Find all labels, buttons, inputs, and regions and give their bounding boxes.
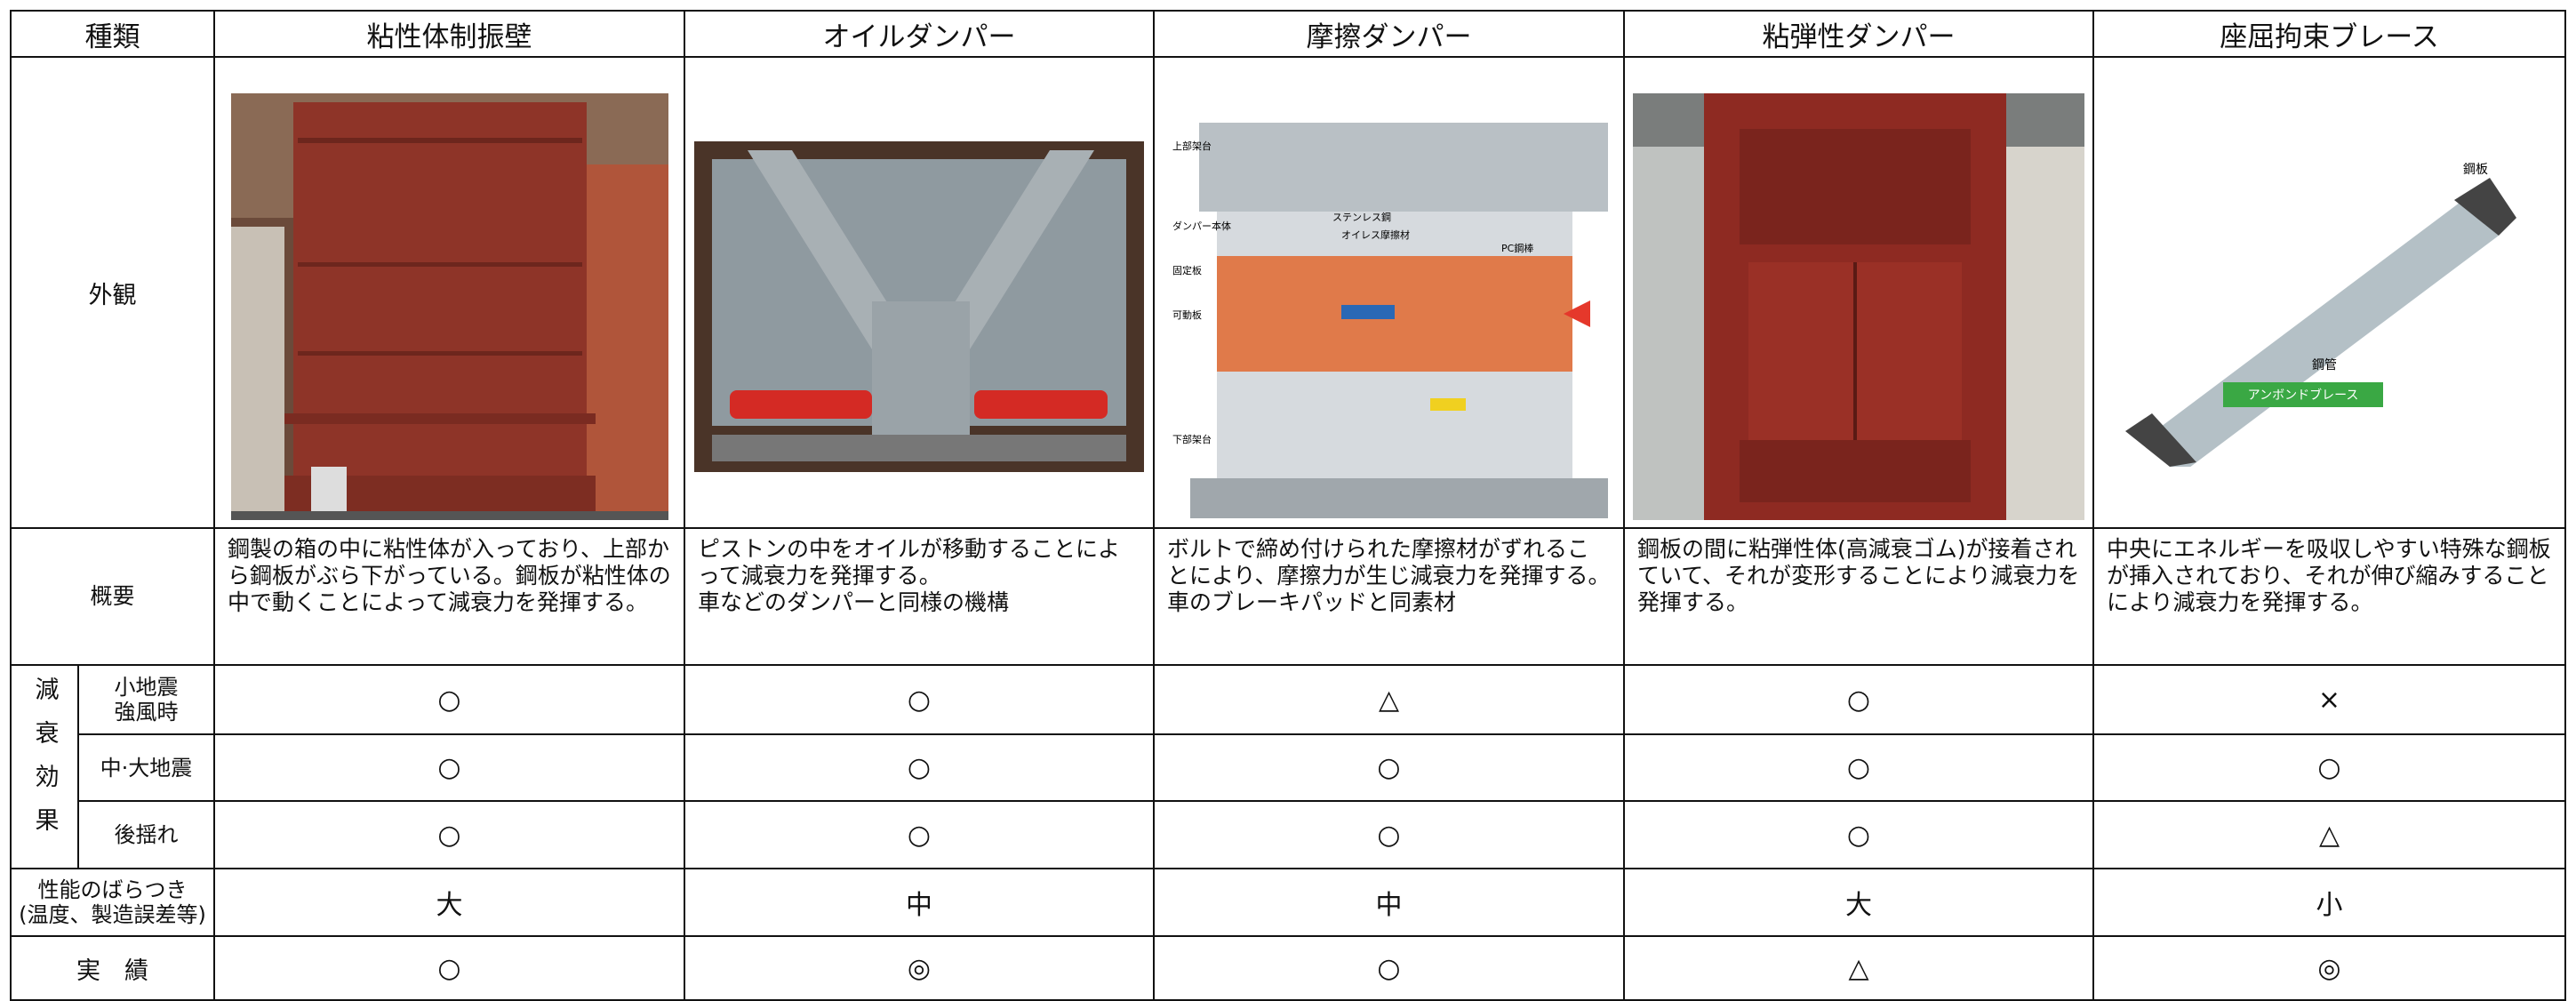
- row-label: 外観: [10, 56, 215, 529]
- rating-cell: ○: [684, 800, 1155, 869]
- effect-row: 中·大地震 ○ ○ ○ ○ ○: [11, 733, 2566, 802]
- diagram-label: 固定板: [1172, 264, 1202, 276]
- rating-cell: ○: [2092, 733, 2566, 802]
- overview-row: 概要 鋼製の箱の中に粘性体が入っており、上部から鋼板がぶら下がっている。鋼板が粘…: [10, 527, 2566, 666]
- header-row: 種類 粘性体制振壁 オイルダンパー 摩擦ダンパー 粘弾性ダンパー 座屈拘束ブレー…: [10, 10, 2566, 58]
- diagram-label: 下部架台: [1172, 433, 1212, 445]
- rating-cell: ○: [213, 664, 685, 735]
- image-cell: [684, 56, 1155, 529]
- row-label: 小地震 強風時: [77, 664, 215, 735]
- oil-damper-photo: [694, 140, 1144, 472]
- variation-cell: 中: [1153, 868, 1625, 937]
- overview-cell: 中央にエネルギーを吸収しやすい特殊な鋼板が挿入されており、それが伸び縮みすること…: [2092, 527, 2566, 666]
- row-label: 中·大地震: [77, 733, 215, 802]
- rating-cell: ○: [1153, 800, 1625, 869]
- group-label-text: 減衰効果: [30, 677, 59, 851]
- rating-cell: ○: [213, 733, 685, 802]
- rating-cell: ○: [1623, 733, 2094, 802]
- rating-cell: ○: [1623, 664, 2094, 735]
- image-cell: [213, 56, 685, 529]
- overview-cell: 鋼製の箱の中に粘性体が入っており、上部から鋼板がぶら下がっている。鋼板が粘性体の…: [213, 527, 685, 666]
- rating-cell: △: [1153, 664, 1625, 735]
- header-cell: オイルダンパー: [684, 10, 1155, 58]
- record-cell: ◎: [684, 935, 1155, 1001]
- image-cell: [1623, 56, 2094, 529]
- rating-cell: ○: [1623, 800, 2094, 869]
- diagram-label: PC鋼棒: [1501, 242, 1533, 254]
- image-cell: アンボンドブレース 鋼板 鋼管: [2092, 56, 2566, 529]
- header-cell: 粘性体制振壁: [213, 10, 685, 58]
- diagram-label: ステンレス鋼: [1332, 211, 1391, 223]
- record-cell: △: [1623, 935, 2094, 1001]
- diagram-label: アンボンドブレース: [2247, 388, 2358, 403]
- row-label: 実 績: [10, 935, 215, 1001]
- header-cell: 摩擦ダンパー: [1153, 10, 1625, 58]
- rating-cell: ×: [2092, 664, 2566, 735]
- header-cell: 座屈拘束ブレース: [2092, 10, 2566, 58]
- diagram-label: オイレス摩擦材: [1341, 228, 1410, 241]
- row-label: 概要: [10, 527, 215, 666]
- overview-cell: 鋼板の間に粘弾性体(高減衰ゴム)が接着されていて、それが変形することにより減衰力…: [1623, 527, 2094, 666]
- variation-cell: 中: [684, 868, 1155, 937]
- viscoelastic-damper-photo: [1633, 92, 2084, 520]
- row-label: 後揺れ: [77, 800, 215, 869]
- diagram-label: ダンパー本体: [1172, 220, 1231, 232]
- buckling-brace-diagram: アンボンドブレース 鋼板 鋼管: [2124, 163, 2516, 467]
- friction-damper-diagram: ステンレス鋼 オイレス摩擦材 PC鋼棒 固定板 可動板 上部架台 ダンパー本体 …: [1163, 87, 1615, 525]
- image-cell: ステンレス鋼 オイレス摩擦材 PC鋼棒 固定板 可動板 上部架台 ダンパー本体 …: [1153, 56, 1625, 529]
- diagram-label: 上部架台: [1172, 140, 1212, 152]
- rating-cell: ○: [684, 664, 1155, 735]
- appearance-row: 外観 ステンレス鋼 オイレス摩擦材 PC鋼棒 固定板 可動板 上部架台 ダンパー…: [10, 56, 2566, 529]
- record-cell: ○: [213, 935, 685, 1001]
- effect-row: 後揺れ ○ ○ ○ ○ △: [11, 800, 2566, 869]
- header-cell: 種類: [10, 10, 215, 58]
- variation-cell: 大: [213, 868, 685, 937]
- variation-cell: 大: [1623, 868, 2094, 937]
- diagram-label: 可動板: [1172, 308, 1202, 321]
- viscous-wall-photo: [230, 92, 668, 520]
- variation-cell: 小: [2092, 868, 2566, 937]
- rating-cell: △: [2092, 800, 2566, 869]
- overview-cell: ボルトで締め付けられた摩擦材がずれることにより、摩擦力が生じ減衰力を発揮する。車…: [1153, 527, 1625, 666]
- rating-cell: ○: [213, 800, 685, 869]
- variation-row: 性能のばらつき (温度、製造誤差等) 大 中 中 大 小: [10, 868, 2566, 937]
- record-row: 実 績 ○ ◎ ○ △ ◎: [10, 935, 2566, 1001]
- header-cell: 粘弾性ダンパー: [1623, 10, 2094, 58]
- rating-cell: ○: [684, 733, 1155, 802]
- damper-table: 種類 粘性体制振壁 オイルダンパー 摩擦ダンパー 粘弾性ダンパー 座屈拘束ブレー…: [10, 10, 2566, 1001]
- overview-cell: ピストンの中をオイルが移動することによって減衰力を発揮する。 車などのダンパーと…: [684, 527, 1155, 666]
- record-cell: ○: [1153, 935, 1625, 1001]
- rating-cell: ○: [1153, 733, 1625, 802]
- record-cell: ◎: [2092, 935, 2566, 1001]
- effect-row: 減衰効果 小地震 強風時 ○ ○ △ ○ ×: [10, 664, 2566, 869]
- group-label: 減衰効果: [10, 664, 79, 869]
- row-label: 性能のばらつき (温度、製造誤差等): [10, 868, 215, 937]
- diagram-label: 鋼板: [2463, 163, 2488, 177]
- diagram-label: 鋼管: [2312, 358, 2337, 372]
